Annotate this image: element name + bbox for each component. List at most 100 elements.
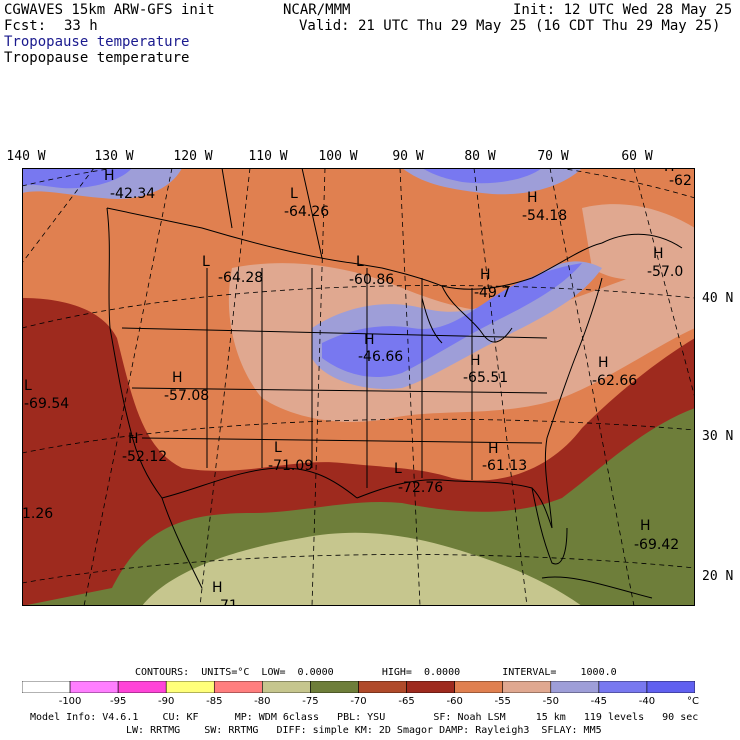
color-bar-swatch xyxy=(406,681,455,693)
extremum-value: -54.18 xyxy=(522,208,567,224)
color-bar-tick-label: -55 xyxy=(494,696,511,707)
contours-info: CONTOURS: UNITS=°C LOW= 0.0000 HIGH= 0.0… xyxy=(135,667,617,678)
extremum-letter: H xyxy=(640,518,651,534)
tropopause-temperature-map: H -42.34 L -64.26 H -54.18 -62 H L -64.2… xyxy=(22,168,695,606)
color-bar-tick-label: -100 xyxy=(58,696,82,707)
extremum-letter: H xyxy=(480,267,491,283)
color-bar-tick-label: -90 xyxy=(158,696,175,707)
field-tan-mexico xyxy=(142,532,582,606)
lon-label-110w: 110 W xyxy=(248,149,288,164)
color-bar-swatch xyxy=(358,681,407,693)
color-bar-tick-label: -60 xyxy=(446,696,463,707)
field-blue-greatlakes xyxy=(322,263,582,378)
extremum-value: -57.08 xyxy=(164,388,209,404)
extremum-value: -71.09 xyxy=(268,458,313,474)
color-bar-swatch xyxy=(598,681,648,693)
field-blue-northwest xyxy=(22,168,132,189)
extremum-letter: H xyxy=(664,168,675,175)
lon-label-140w: 140 W xyxy=(6,149,46,164)
extremum-letter: L xyxy=(202,254,210,270)
model-info-line1: Model Info: V4.6.1 CU: KF MP: WDM 6class… xyxy=(30,712,699,723)
forecast-value: 33 h xyxy=(64,18,98,34)
lat-label-30n: 30 N xyxy=(702,429,734,444)
extremum-value: -57.0 xyxy=(647,264,683,280)
color-bar-tick-label: -85 xyxy=(206,696,223,707)
lon-label-100w: 100 W xyxy=(318,149,358,164)
valid-time: Valid: 21 UTC Thu 29 May 25 (16 CDT Thu … xyxy=(299,18,721,34)
model-info-line2: LW: RRTMG SW: RRTMG DIFF: simple KM: 2D … xyxy=(126,725,602,736)
color-bar-swatch xyxy=(22,681,71,693)
extremum-letter: H xyxy=(488,441,499,457)
political-boundaries xyxy=(106,168,683,599)
field-blue-hudson xyxy=(422,168,542,184)
color-bar-tick-label: -45 xyxy=(590,696,608,707)
extremum-value: 1.26 xyxy=(22,506,53,522)
color-bar-swatch xyxy=(646,681,695,693)
color-bar-swatch xyxy=(454,681,504,693)
extremum-letter: H xyxy=(364,332,375,348)
color-bar-swatch xyxy=(69,681,119,693)
extremum-value: -61.13 xyxy=(482,458,527,474)
color-bar-tick-label: -95 xyxy=(109,696,127,707)
extremum-letter: L xyxy=(356,254,364,270)
lat-label-20n: 20 N xyxy=(702,569,734,584)
color-bar-tick-label: -75 xyxy=(302,696,319,707)
extremum-letter: L xyxy=(290,186,298,202)
extremum-value: -49.7 xyxy=(474,285,510,301)
extremum-letter: H xyxy=(128,431,139,447)
color-bar-tick-label: -70 xyxy=(350,696,367,707)
color-bar-tick-label: °C xyxy=(687,696,699,707)
map-frame xyxy=(22,168,695,606)
extremum-letter: L xyxy=(24,378,32,394)
extrema-labels: H -42.34 L -64.26 H -54.18 -62 H L -64.2… xyxy=(22,168,692,606)
color-bar-tick-label: -80 xyxy=(254,696,271,707)
model-title: CGWAVES 15km ARW-GFS init xyxy=(4,2,215,18)
color-bar-tick-label: -50 xyxy=(542,696,559,707)
extremum-letter: H xyxy=(104,168,115,184)
color-bar-tick-label: -65 xyxy=(398,696,415,707)
color-bar-swatch xyxy=(502,681,552,693)
extremum-letter: H xyxy=(212,580,223,596)
organization: NCAR/MMM xyxy=(283,2,351,18)
extremum-value: -52.12 xyxy=(122,449,167,465)
extremum-value: -64.26 xyxy=(284,204,329,220)
field-title-contours: Tropopause temperature xyxy=(4,50,190,66)
extremum-letter: H xyxy=(470,353,481,369)
extremum-value: -72.76 xyxy=(398,480,443,496)
forecast-label: Fcst: xyxy=(4,18,47,34)
color-bar-swatch xyxy=(310,681,359,693)
init-time: Init: 12 UTC Wed 28 May 25 xyxy=(513,2,733,18)
color-bar-swatch xyxy=(550,681,600,693)
extremum-letter: H xyxy=(598,355,609,371)
extremum-value: 71 xyxy=(220,598,238,606)
extremum-value: -65.51 xyxy=(463,370,508,386)
lon-label-120w: 120 W xyxy=(173,149,213,164)
color-bar xyxy=(22,681,695,693)
lon-label-70w: 70 W xyxy=(537,149,569,164)
extremum-letter: H xyxy=(172,370,183,386)
extremum-letter: H xyxy=(527,190,538,206)
field-pink-northeast xyxy=(582,204,695,280)
lon-label-80w: 80 W xyxy=(464,149,496,164)
color-bar-swatch xyxy=(117,681,167,693)
field-red-band xyxy=(22,298,695,606)
extremum-value: -64.28 xyxy=(218,270,263,286)
extremum-letter: L xyxy=(274,440,282,456)
lat-label-40n: 40 N xyxy=(702,291,734,306)
extremum-value: -69.54 xyxy=(24,396,69,412)
lon-label-60w: 60 W xyxy=(621,149,653,164)
field-title-colored: Tropopause temperature xyxy=(4,34,190,50)
extremum-letter: L xyxy=(394,461,402,477)
lon-label-90w: 90 W xyxy=(392,149,424,164)
extremum-value: -62 xyxy=(669,173,692,189)
extremum-value: -46.66 xyxy=(358,349,403,365)
color-bar-swatch xyxy=(262,681,311,693)
color-bar-tick-label: -40 xyxy=(638,696,656,707)
extremum-value: -42.34 xyxy=(110,186,155,202)
extremum-value: -62.66 xyxy=(592,373,637,389)
color-bar-swatch xyxy=(213,681,263,693)
extremum-value: -60.86 xyxy=(349,272,394,288)
color-bar-swatch xyxy=(165,681,215,693)
lon-label-130w: 130 W xyxy=(94,149,134,164)
extremum-letter: H xyxy=(653,246,664,262)
